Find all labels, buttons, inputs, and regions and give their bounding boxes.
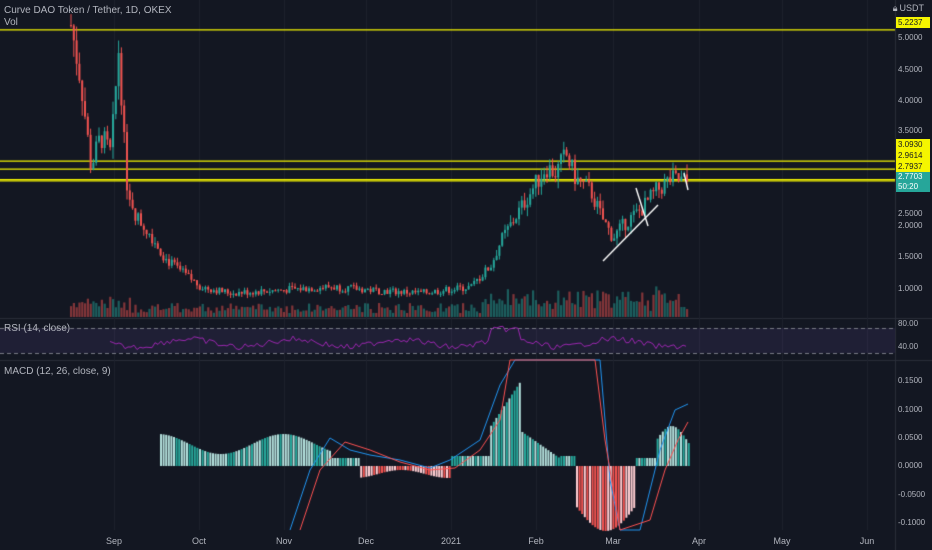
time-label: Sep	[105, 536, 123, 546]
time-label: Dec	[357, 536, 375, 546]
price-tick: 1.5000	[898, 252, 923, 261]
macd-label: MACD (12, 26, close, 9)	[4, 366, 111, 377]
price-tick: 1.0000	[898, 284, 923, 293]
volume-label: Vol	[4, 17, 18, 28]
price-tick: 4.0000	[898, 96, 923, 105]
time-label: 2021	[440, 536, 462, 546]
rsi-label: RSI (14, close)	[4, 323, 71, 334]
macd-tick: -0.0500	[898, 490, 926, 499]
time-label: May	[773, 536, 791, 546]
last-price: 2.7703	[898, 172, 923, 181]
level-label: 2.7937	[896, 161, 930, 172]
last-price-label: 2.7703 50:20	[896, 172, 930, 192]
macd-tick: 0.0000	[898, 461, 923, 470]
time-label: Jun	[859, 536, 875, 546]
price-tick: 4.5000	[898, 65, 923, 74]
rsi-tick: 80.00	[898, 319, 919, 328]
level-label: 2.9614	[896, 150, 930, 161]
symbol-title: Curve DAO Token / Tether, 1D, OKEX	[4, 5, 172, 16]
currency-label: USDT	[899, 3, 925, 13]
macd-tick: 0.0500	[898, 433, 923, 442]
level-label: 5.2237	[896, 17, 930, 28]
lock-icon: 🔒︎	[892, 3, 898, 13]
bar-countdown: 50:20	[898, 182, 919, 191]
time-label: Apr	[691, 536, 707, 546]
time-label: Feb	[528, 536, 544, 546]
macd-tick: 0.1000	[898, 405, 923, 414]
price-tick: 3.5000	[898, 126, 923, 135]
time-label: Oct	[191, 536, 207, 546]
price-tick: 5.0000	[898, 33, 923, 42]
rsi-tick: 40.00	[898, 342, 919, 351]
currency-selector[interactable]: 🔒︎ USDT	[893, 3, 924, 14]
price-tick: 2.0000	[898, 221, 923, 230]
time-label: Mar	[605, 536, 621, 546]
level-label: 3.0930	[896, 139, 930, 150]
macd-tick: 0.1500	[898, 376, 923, 385]
time-label: Nov	[275, 536, 293, 546]
macd-tick: -0.1000	[898, 518, 926, 527]
price-tick: 2.5000	[898, 209, 923, 218]
